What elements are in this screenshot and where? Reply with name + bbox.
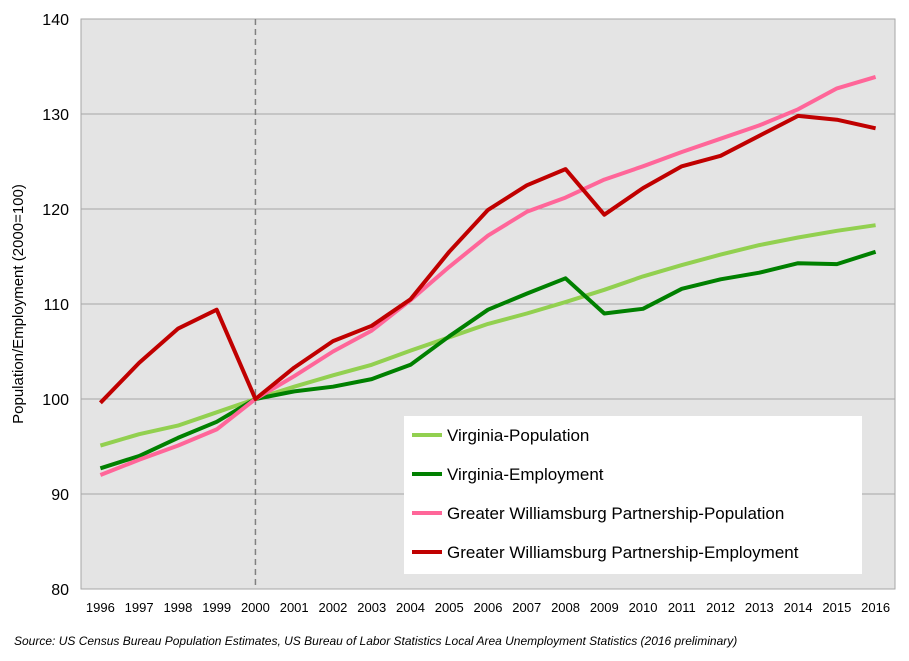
x-tick-label: 2008	[551, 600, 580, 615]
x-tick-label: 2010	[629, 600, 658, 615]
x-tick-label: 2007	[512, 600, 541, 615]
y-tick-label: 120	[42, 202, 69, 219]
legend: Virginia-Population Virginia-Employment Gr…	[404, 416, 862, 574]
x-tick-label: 2003	[357, 600, 386, 615]
x-tick-label: 2000	[241, 600, 270, 615]
legend-box	[404, 416, 862, 574]
legend-label: Virginia-Population	[447, 426, 589, 445]
y-axis-title: Population/Employment (2000=100)	[10, 184, 27, 424]
x-tick-label: 2016	[861, 600, 890, 615]
x-tick-label: 2002	[318, 600, 347, 615]
x-tick-label: 1996	[86, 600, 115, 615]
source-note: Source: US Census Bureau Population Esti…	[14, 634, 738, 648]
x-tick-label: 2001	[280, 600, 309, 615]
y-tick-label: 110	[43, 297, 69, 314]
x-tick-label: 2014	[784, 600, 813, 615]
series-line	[99, 74, 877, 477]
x-tick-label: 2006	[474, 600, 503, 615]
x-tick-label: 2012	[706, 600, 735, 615]
y-tick-label: 80	[51, 582, 69, 599]
x-tick-label: 2013	[745, 600, 774, 615]
x-tick-label: 2005	[435, 600, 464, 615]
x-tick-label: 1999	[202, 600, 231, 615]
axes: 80 90 100 110 120 130 140 1996 1997 1998 1999 2000 2…	[42, 12, 890, 615]
series-line	[99, 223, 876, 448]
x-tick-label: 2009	[590, 600, 619, 615]
y-tick-label: 100	[42, 392, 69, 409]
legend-label: Greater Williamsburg Partnership-Populat…	[447, 504, 784, 523]
series-line	[99, 249, 877, 471]
legend-label: Virginia-Employment	[447, 465, 604, 484]
series-line	[98, 113, 877, 405]
y-tick-label: 90	[51, 487, 69, 504]
series-lines	[98, 74, 877, 477]
legend-label: Greater Williamsburg Partnership-Employm…	[447, 543, 799, 562]
x-tick-label: 2015	[822, 600, 851, 615]
y-tick-label: 140	[42, 12, 69, 29]
x-tick-label: 2011	[668, 600, 696, 615]
y-tick-label: 130	[42, 107, 69, 124]
x-tick-label: 1997	[125, 600, 154, 615]
x-tick-label: 1998	[163, 600, 192, 615]
x-tick-label: 2004	[396, 600, 425, 615]
